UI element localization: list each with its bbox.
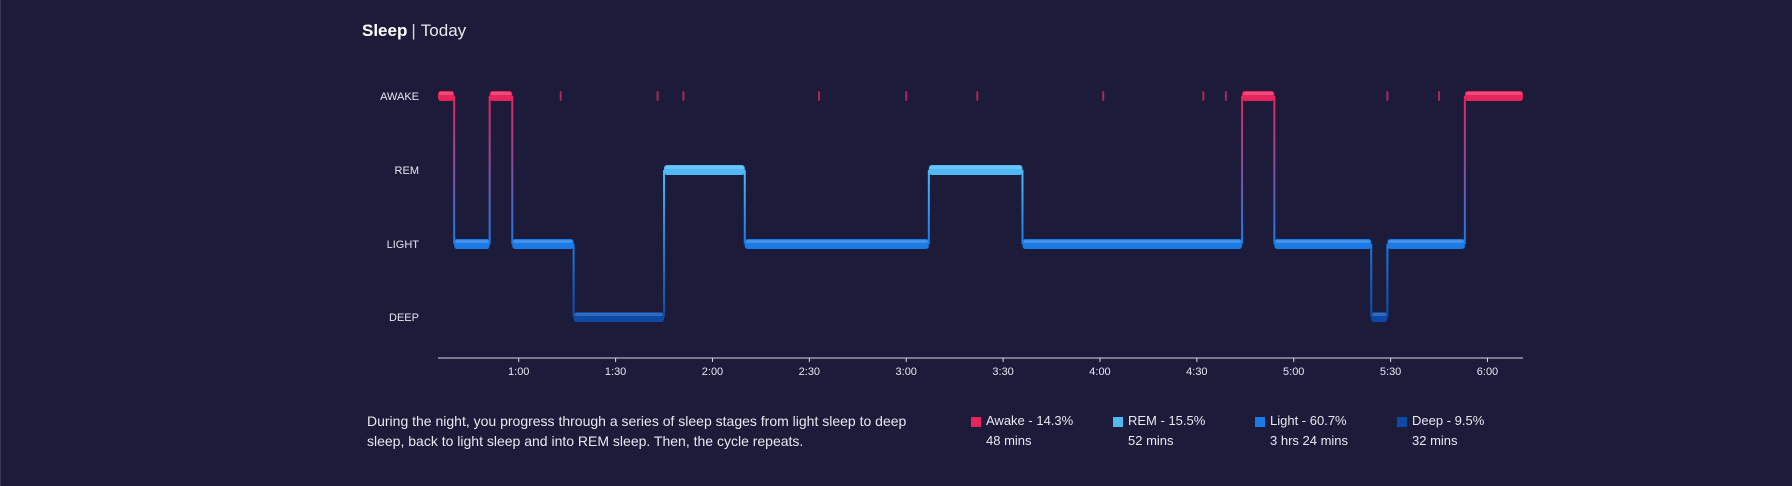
y-label-deep: DEEP bbox=[389, 312, 419, 324]
y-axis-labels: AWAKE REM LIGHT DEEP bbox=[380, 91, 419, 324]
segment-awake bbox=[1242, 91, 1275, 101]
stage-transition bbox=[663, 170, 666, 317]
stage-transition bbox=[1386, 244, 1389, 317]
stage-transition bbox=[511, 96, 514, 244]
segment-light bbox=[454, 239, 490, 249]
brief-awakening-tick bbox=[656, 91, 659, 101]
segment-awake bbox=[438, 91, 455, 101]
x-axis: 1:00 1:30 2:00 2:30 3:00 3:30 4:00 4:30 5:00 5:30… bbox=[438, 357, 1523, 378]
x-tick-label: 2:00 bbox=[702, 366, 723, 378]
brief-awakening-tick bbox=[1386, 91, 1389, 101]
legend-label: REM - 15.5% bbox=[1128, 413, 1206, 428]
brief-awakening-tick bbox=[1102, 91, 1105, 101]
segment-awake bbox=[489, 91, 513, 101]
stage-transition bbox=[1370, 244, 1373, 317]
x-tick-label: 4:00 bbox=[1089, 366, 1110, 378]
description-text: During the night, you progress through a… bbox=[367, 413, 907, 449]
title-text: Sleep bbox=[362, 21, 408, 40]
brief-awakening-tick bbox=[976, 91, 979, 101]
y-label-awake: AWAKE bbox=[380, 91, 419, 103]
segment-light bbox=[512, 239, 574, 249]
x-tick-label: 1:00 bbox=[508, 366, 529, 378]
legend-swatch bbox=[1397, 417, 1407, 427]
stage-segments bbox=[438, 91, 1523, 322]
legend-duration: 3 hrs 24 mins bbox=[1270, 433, 1349, 448]
segment-deep bbox=[1371, 312, 1388, 322]
segment-rem bbox=[928, 165, 1023, 175]
stage-transition bbox=[1463, 96, 1466, 244]
segment-light bbox=[1387, 239, 1465, 249]
legend-swatch bbox=[1113, 417, 1123, 427]
segment-awake bbox=[1464, 91, 1523, 101]
y-label-rem: REM bbox=[395, 165, 419, 177]
legend-duration: 52 mins bbox=[1128, 433, 1174, 448]
brief-awakening-tick bbox=[559, 91, 562, 101]
page-title: Sleep | Today bbox=[362, 20, 466, 42]
stage-transition bbox=[1241, 96, 1244, 244]
x-tick-label: 5:30 bbox=[1380, 366, 1401, 378]
segment-rem bbox=[664, 165, 745, 175]
x-tick-label: 1:30 bbox=[605, 366, 626, 378]
stage-transition bbox=[743, 170, 746, 244]
legend-label: Light - 60.7% bbox=[1270, 413, 1347, 428]
segment-light bbox=[1274, 239, 1372, 249]
segment-light bbox=[744, 239, 929, 249]
sleep-stage-chart: AWAKE REM LIGHT DEEP 1:00 1:30 2:00 2:30 3:00 3:… bbox=[380, 91, 1523, 378]
x-tick-label: 2:30 bbox=[799, 366, 820, 378]
x-tick-label: 6:00 bbox=[1477, 366, 1498, 378]
stage-transition bbox=[453, 96, 456, 244]
legend-swatch bbox=[971, 417, 981, 427]
brief-awakening-tick bbox=[905, 91, 908, 101]
brief-awakening-tick bbox=[818, 91, 821, 101]
x-tick-label: 4:30 bbox=[1186, 366, 1207, 378]
stage-transition bbox=[1273, 96, 1276, 244]
legend-label: Awake - 14.3% bbox=[986, 413, 1074, 428]
y-label-light: LIGHT bbox=[387, 239, 420, 251]
legend-swatch bbox=[1255, 417, 1265, 427]
legend-label: Deep - 9.5% bbox=[1412, 413, 1485, 428]
stage-transition bbox=[488, 96, 491, 244]
brief-awakening-tick bbox=[1438, 91, 1441, 101]
legend-duration: 32 mins bbox=[1412, 433, 1458, 448]
brief-awakenings bbox=[559, 91, 1441, 101]
stage-transitions bbox=[453, 96, 1466, 317]
x-tick-label: 3:30 bbox=[992, 366, 1013, 378]
brief-awakening-tick bbox=[682, 91, 685, 101]
brief-awakening-tick bbox=[1202, 91, 1205, 101]
segment-deep bbox=[573, 312, 665, 322]
brief-awakening-tick bbox=[1224, 91, 1227, 101]
x-tick-label: 5:00 bbox=[1283, 366, 1304, 378]
x-tick-label: 3:00 bbox=[896, 366, 917, 378]
title-subtitle: Today bbox=[420, 21, 467, 40]
segment-light bbox=[1022, 239, 1243, 249]
stage-transition bbox=[1021, 170, 1024, 244]
stage-transition bbox=[572, 244, 575, 317]
stage-transition bbox=[927, 170, 930, 244]
title-separator: | bbox=[411, 21, 416, 40]
legend-duration: 48 mins bbox=[986, 433, 1032, 448]
